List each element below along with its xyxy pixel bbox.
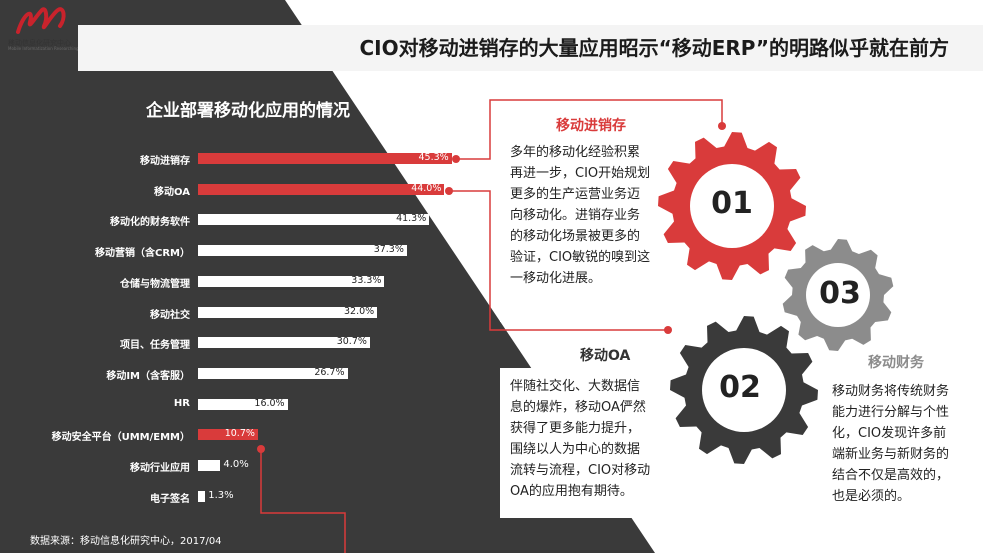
bar-label: 仓储与物流管理 bbox=[120, 279, 190, 290]
bar bbox=[198, 399, 288, 410]
bar-value-label: 41.3% bbox=[396, 213, 427, 224]
bar-value-label: 1.3% bbox=[208, 490, 234, 501]
page-title: CIO对移动进销存的大量应用昭示“移动ERP”的明路似乎就在前方 bbox=[359, 36, 949, 60]
bar-value-label: 32.0% bbox=[344, 306, 375, 317]
bar bbox=[198, 307, 378, 318]
bar-value-label: 37.3% bbox=[373, 244, 404, 255]
section-01-text: 多年的移动化经验积累再进一步，CIO开始规划更多的生产运营业务迈向移动化。进销存… bbox=[510, 145, 651, 286]
data-source: 数据来源：移动信息化研究中心，2017/04 bbox=[30, 536, 222, 547]
bar bbox=[198, 491, 206, 502]
bar bbox=[198, 153, 452, 164]
logo-subtext: Mobile Informatization Researching Cente… bbox=[8, 46, 94, 51]
bar-label: 移动OA bbox=[154, 187, 190, 198]
section-01-title: 移动进销存 bbox=[556, 118, 626, 134]
chart-title: 企业部署移动化应用的情况 bbox=[146, 101, 350, 121]
bar bbox=[198, 214, 430, 225]
bar-label: 项目、任务管理 bbox=[120, 340, 190, 351]
bar-label: 移动安全平台（UMM/EMM） bbox=[51, 432, 190, 443]
bar-value-label: 45.3% bbox=[418, 152, 449, 163]
gear-03 bbox=[782, 239, 894, 351]
gear-01 bbox=[658, 132, 806, 280]
section-02-text: 伴随社交化、大数据信息的爆炸，移动OA俨然获得了更多能力提升，围绕以人为中心的数… bbox=[510, 379, 651, 499]
section-03-title: 移动财务 bbox=[868, 355, 924, 371]
bar-label: 移动化的财务软件 bbox=[110, 217, 190, 228]
section-01-box bbox=[500, 110, 658, 322]
logo-icon bbox=[16, 7, 66, 34]
bar-label: 移动IM（含客服） bbox=[106, 371, 190, 382]
bar-value-label: 30.7% bbox=[336, 336, 367, 347]
bar bbox=[198, 337, 370, 348]
bar bbox=[198, 460, 221, 471]
section-02-title: 移动OA bbox=[580, 348, 631, 364]
gear-number-02: 02 bbox=[719, 370, 761, 405]
section-02-box bbox=[500, 368, 658, 518]
bar-value-label: 26.7% bbox=[314, 367, 345, 378]
logo-text: 移动信息化研究中心 bbox=[8, 39, 71, 47]
gear-hub bbox=[806, 263, 870, 327]
bar-value-label: 4.0% bbox=[223, 459, 249, 470]
bar-label: 移动营销（含CRM） bbox=[95, 248, 190, 259]
gear-hub bbox=[690, 164, 774, 248]
bar bbox=[198, 245, 407, 256]
bar-label: 电子签名 bbox=[150, 494, 190, 505]
gear-02 bbox=[670, 316, 818, 464]
section-03-text: 移动财务将传统财务能力进行分解与个性化，CIO发现许多前端新业务与新财务的结合不… bbox=[832, 384, 950, 504]
bar-value-label: 44.0% bbox=[411, 183, 442, 194]
bar bbox=[198, 184, 445, 195]
bar bbox=[198, 368, 348, 379]
bar-label: HR bbox=[173, 398, 190, 409]
bar-value-label: 10.7% bbox=[224, 428, 255, 439]
bar-value-label: 16.0% bbox=[254, 398, 285, 409]
bar-value-label: 33.3% bbox=[351, 275, 382, 286]
gear-hub bbox=[702, 348, 786, 432]
bar bbox=[198, 429, 258, 440]
bar-label: 移动社交 bbox=[150, 310, 190, 321]
bar bbox=[198, 276, 385, 287]
title-bar bbox=[78, 25, 983, 71]
bar-label: 移动行业应用 bbox=[130, 463, 190, 474]
bar-label: 移动进销存 bbox=[140, 156, 190, 167]
gear-number-03: 03 bbox=[819, 276, 861, 311]
gear-number-01: 01 bbox=[711, 186, 753, 221]
